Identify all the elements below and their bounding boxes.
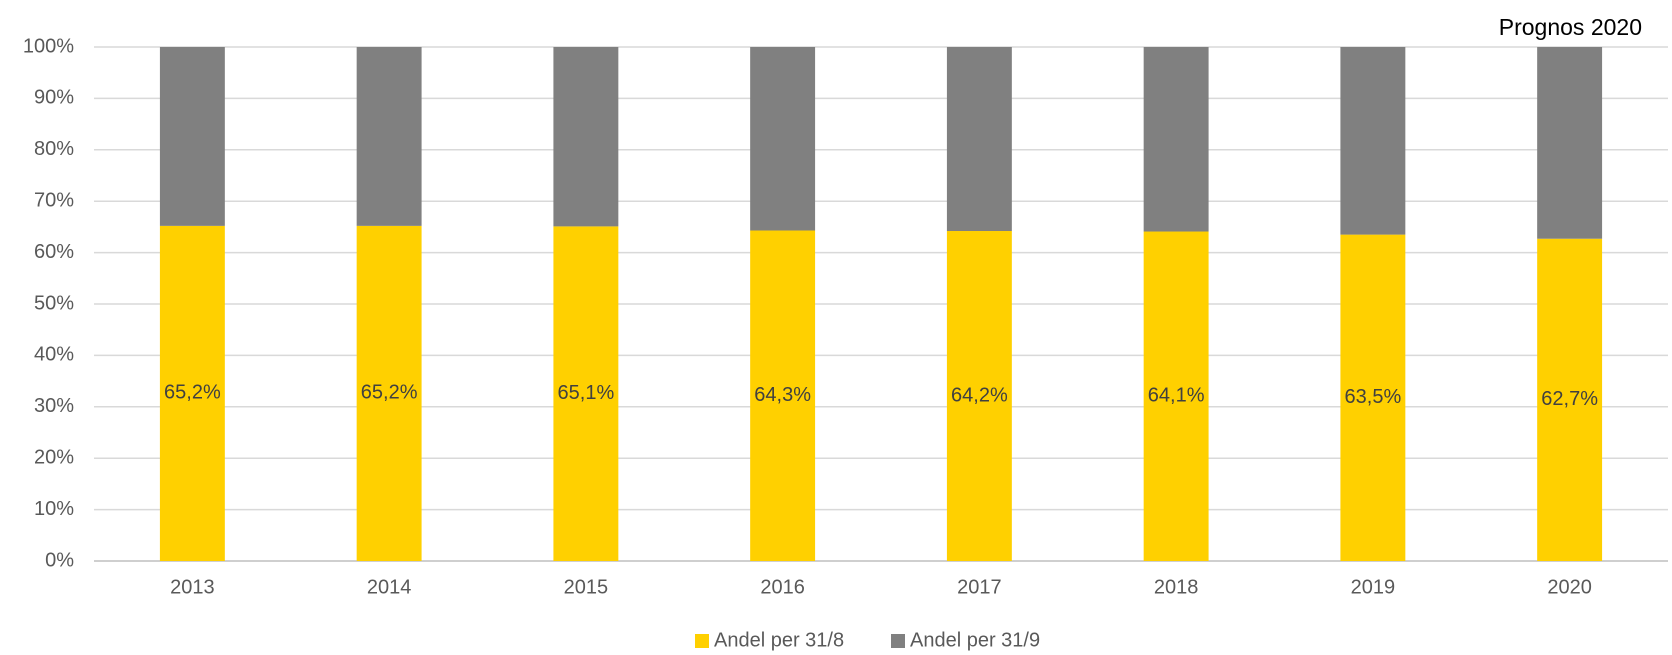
x-tick-label: 2015 xyxy=(564,576,609,598)
data-label: 64,3% xyxy=(754,384,811,406)
y-tick-label: 70% xyxy=(34,189,74,211)
bar-segment xyxy=(1143,231,1209,561)
x-tick-label: 2017 xyxy=(957,576,1002,598)
x-tick-label: 2016 xyxy=(760,576,805,598)
y-tick-label: 90% xyxy=(34,87,74,109)
y-tick-label: 100% xyxy=(23,35,74,57)
data-label: 65,1% xyxy=(558,382,615,404)
x-tick-label: 2020 xyxy=(1547,576,1592,598)
bar-segment xyxy=(1143,47,1209,232)
bar-segment xyxy=(356,225,422,561)
bar-segment xyxy=(553,47,619,227)
x-tick-label: 2014 xyxy=(367,576,412,598)
legend-swatch xyxy=(695,634,709,648)
data-label: 63,5% xyxy=(1345,386,1402,408)
x-tick-label: 2019 xyxy=(1351,576,1396,598)
bar-segment xyxy=(553,226,619,562)
y-tick-label: 50% xyxy=(34,292,74,314)
x-tick-label: 2013 xyxy=(170,576,215,598)
legend-label: Andel per 31/8 xyxy=(714,629,844,651)
y-tick-label: 30% xyxy=(34,395,74,417)
y-tick-label: 0% xyxy=(45,549,74,571)
data-label: 65,2% xyxy=(164,382,221,404)
y-tick-label: 80% xyxy=(34,138,74,160)
data-label: 62,7% xyxy=(1541,388,1598,410)
data-label: 65,2% xyxy=(361,382,418,404)
x-tick-label: 2018 xyxy=(1154,576,1199,598)
legend-swatch xyxy=(891,634,905,648)
bar-segment xyxy=(1340,47,1406,235)
annotation: Prognos 2020 xyxy=(1499,14,1642,40)
y-tick-label: 10% xyxy=(34,498,74,520)
data-label: 64,2% xyxy=(951,384,1008,406)
y-tick-label: 40% xyxy=(34,344,74,366)
bar-segment xyxy=(1340,234,1406,562)
bar-segment xyxy=(159,47,225,226)
bar-segment xyxy=(1537,47,1603,239)
bar-segment xyxy=(750,230,816,562)
bar-segment xyxy=(1537,238,1603,562)
bar-segment xyxy=(750,47,816,231)
data-label: 64,1% xyxy=(1148,385,1205,407)
bar-segment xyxy=(946,231,1012,561)
bar-segment xyxy=(946,47,1012,232)
bar-segment xyxy=(159,225,225,561)
y-tick-label: 60% xyxy=(34,241,74,263)
y-tick-label: 20% xyxy=(34,446,74,468)
legend-label: Andel per 31/9 xyxy=(910,629,1040,651)
bar-segment xyxy=(356,47,422,226)
